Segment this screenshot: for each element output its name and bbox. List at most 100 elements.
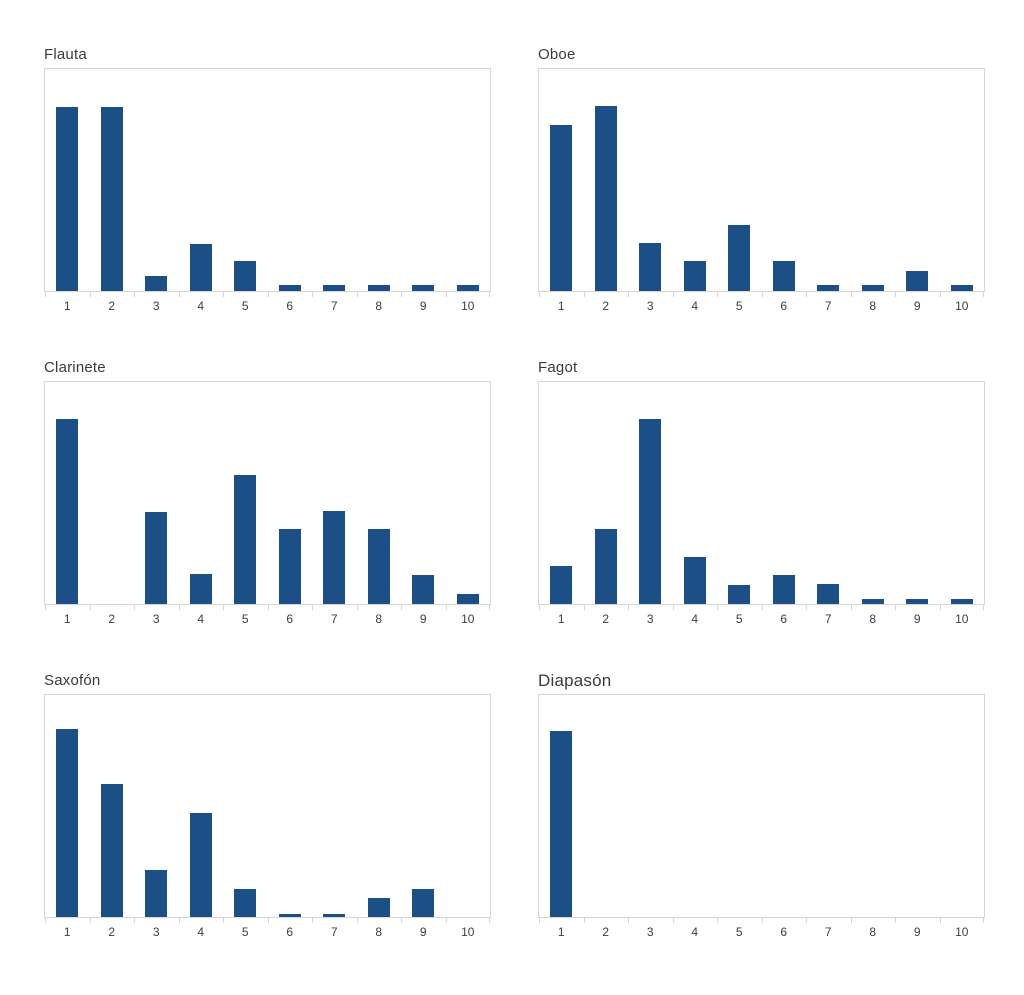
- x-tick-label: 7: [824, 925, 832, 939]
- x-tick-label: 5: [735, 612, 743, 626]
- x-tick-label: 10: [461, 299, 475, 313]
- x-tick-label: 6: [780, 612, 788, 626]
- tick-mark: [583, 292, 585, 297]
- x-tick-label: 3: [646, 612, 654, 626]
- x-tick-label: 5: [735, 925, 743, 939]
- tick-mark: [356, 605, 358, 610]
- tick-mark: [583, 918, 585, 923]
- x-tick-label: 10: [461, 925, 475, 939]
- x-axis-tick-marks: [539, 918, 984, 924]
- bar: [189, 574, 212, 604]
- bar: [950, 598, 973, 604]
- x-tick-label: 4: [197, 299, 205, 313]
- bar: [234, 475, 257, 604]
- tick-mark: [489, 605, 490, 610]
- plot-area-diapason: [538, 694, 985, 918]
- bar: [367, 285, 390, 291]
- x-tick-label: 7: [824, 299, 832, 313]
- tick-mark: [45, 605, 46, 610]
- tick-mark: [939, 918, 941, 923]
- tick-mark: [806, 605, 807, 610]
- tick-mark: [267, 918, 269, 923]
- tick-mark: [939, 605, 941, 610]
- bar: [145, 870, 168, 917]
- tick-mark: [356, 918, 358, 923]
- bar: [950, 285, 973, 291]
- x-tick-label: 4: [197, 612, 205, 626]
- tick-mark: [939, 292, 941, 297]
- x-tick-label: 2: [108, 299, 116, 313]
- bar: [100, 784, 123, 917]
- tick-mark: [717, 292, 718, 297]
- x-axis-tick-marks: [539, 605, 984, 611]
- tick-mark: [895, 292, 896, 297]
- x-axis-labels: 1 2 3 4 5 6 7 8 9 10: [539, 924, 984, 939]
- x-tick-label: 8: [869, 299, 877, 313]
- bar: [456, 285, 479, 291]
- x-tick-label: 9: [419, 925, 427, 939]
- bar: [145, 275, 168, 291]
- x-axis-labels: 1 2 3 4 5 6 7 8 9 10: [45, 298, 490, 313]
- x-tick-label: 9: [419, 612, 427, 626]
- x-tick-label: 3: [152, 299, 160, 313]
- chart-panel-flauta: Flauta 1 2 3 4 5 6 7 8 9 10: [44, 46, 491, 313]
- x-tick-label: 1: [557, 612, 565, 626]
- tick-mark: [761, 605, 763, 610]
- bar: [412, 889, 435, 917]
- x-tick-label: 1: [63, 925, 71, 939]
- bar: [234, 889, 257, 917]
- tick-mark: [806, 292, 807, 297]
- x-tick-label: 7: [330, 612, 338, 626]
- tick-mark: [489, 292, 490, 297]
- x-tick-label: 10: [955, 299, 969, 313]
- tick-mark: [134, 605, 135, 610]
- tick-mark: [267, 605, 269, 610]
- bar: [906, 598, 929, 604]
- tick-mark: [401, 605, 402, 610]
- tick-mark: [401, 918, 402, 923]
- tick-mark: [983, 605, 984, 610]
- bar: [323, 913, 346, 917]
- bar: [323, 285, 346, 291]
- x-tick-label: 6: [780, 925, 788, 939]
- bar: [412, 575, 435, 604]
- bar: [639, 243, 662, 291]
- x-tick-label: 1: [63, 299, 71, 313]
- tick-mark: [89, 918, 91, 923]
- bar: [683, 556, 706, 604]
- tick-mark: [356, 292, 358, 297]
- tick-mark: [717, 918, 718, 923]
- bar: [412, 285, 435, 291]
- bar: [772, 261, 795, 291]
- bar: [817, 285, 840, 291]
- tick-mark: [445, 605, 447, 610]
- tick-mark: [45, 918, 46, 923]
- x-tick-label: 1: [557, 925, 565, 939]
- x-tick-label: 4: [197, 925, 205, 939]
- bar: [550, 730, 573, 917]
- plot-area-saxofon: [44, 694, 491, 918]
- chart-panel-fagot: Fagot 1 2 3 4 5 6 7 8 9 10: [538, 359, 985, 626]
- x-tick-label: 4: [691, 925, 699, 939]
- bar: [594, 106, 617, 291]
- tick-mark: [583, 605, 585, 610]
- tick-mark: [628, 918, 629, 923]
- plot-area-fagot: [538, 381, 985, 605]
- x-tick-label: 8: [869, 925, 877, 939]
- x-axis-labels: 1 2 3 4 5 6 7 8 9 10: [45, 924, 490, 939]
- x-tick-label: 4: [691, 612, 699, 626]
- bar: [234, 261, 257, 291]
- bar: [278, 285, 301, 291]
- bar: [594, 528, 617, 604]
- tick-mark: [134, 918, 135, 923]
- tick-mark: [895, 605, 896, 610]
- x-tick-label: 3: [646, 299, 654, 313]
- x-tick-label: 6: [286, 299, 294, 313]
- chart-title-flauta: Flauta: [44, 46, 87, 63]
- tick-mark: [178, 918, 180, 923]
- tick-mark: [45, 292, 46, 297]
- tick-mark: [539, 292, 540, 297]
- plot-area-clarinete: [44, 381, 491, 605]
- tick-mark: [178, 292, 180, 297]
- bar: [189, 813, 212, 917]
